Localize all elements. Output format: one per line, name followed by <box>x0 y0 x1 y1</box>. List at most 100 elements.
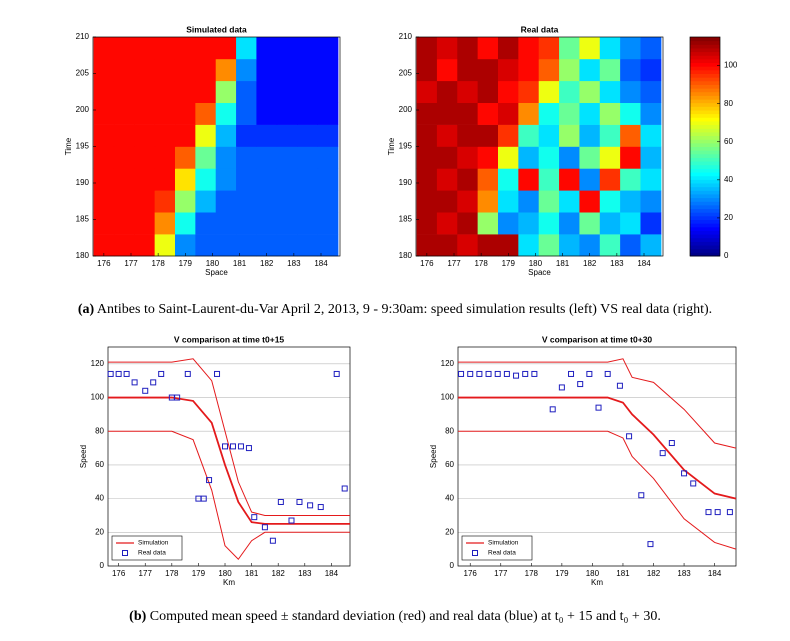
y-tick-label: 195 <box>399 142 413 151</box>
y-axis-label: Time <box>64 137 73 155</box>
heat-cell <box>579 146 601 169</box>
heat-cell <box>416 234 438 257</box>
caption-label: (a) <box>78 302 95 317</box>
colorbar-slice <box>690 183 720 188</box>
heat-cell <box>518 124 540 147</box>
data-point <box>485 370 492 377</box>
heat-cell <box>256 80 278 103</box>
heat-cell <box>416 102 438 125</box>
data-point <box>494 370 501 377</box>
y-tick-label: 20 <box>445 527 454 536</box>
heat-cell <box>620 168 642 191</box>
heat-cell <box>195 146 217 169</box>
y-tick-label: 195 <box>76 142 90 151</box>
heat-cell <box>297 37 319 60</box>
heat-cell <box>113 102 135 125</box>
heat-cell <box>236 124 257 147</box>
plot-frame <box>107 346 351 567</box>
heat-cell <box>579 102 601 125</box>
heat-cell <box>559 102 580 125</box>
plot-frame <box>457 346 737 567</box>
heat-cell <box>154 168 176 191</box>
data-point <box>568 370 575 377</box>
heat-cell <box>276 124 298 147</box>
y-tick-label: 205 <box>76 69 90 78</box>
heat-cell <box>134 168 156 191</box>
heat-cell <box>174 190 196 213</box>
heat-cell <box>134 124 156 147</box>
y-tick-label: 100 <box>441 393 455 402</box>
heat-cell <box>236 102 257 125</box>
colorbar-slice <box>690 248 720 253</box>
heat-cell <box>317 102 339 125</box>
heat-cell <box>317 234 339 257</box>
heat-cell <box>154 190 176 213</box>
heat-cell <box>215 80 237 103</box>
heat-cell <box>518 212 540 235</box>
heat-cell <box>297 168 319 191</box>
heat-cell <box>477 37 499 60</box>
colorbar-slice <box>690 40 720 45</box>
y-tick-label: 200 <box>399 105 413 114</box>
data-point <box>174 394 181 401</box>
heat-cell <box>276 146 298 169</box>
data-point <box>261 524 268 531</box>
heat-cell <box>497 190 519 213</box>
heat-cell <box>436 168 458 191</box>
colorbar-slice <box>690 215 720 220</box>
heat-cell <box>497 146 519 169</box>
colorbar-slice <box>690 62 720 67</box>
y-tick-label: 185 <box>76 215 90 224</box>
heat-cell <box>256 212 278 235</box>
line-values <box>458 396 737 500</box>
y-tick-label: 40 <box>445 494 454 503</box>
heat-cell <box>579 58 601 82</box>
line-lower <box>458 430 737 550</box>
heat-cell <box>457 58 479 82</box>
x-tick-label: 181 <box>616 569 630 578</box>
x-tick-label: 182 <box>583 259 597 268</box>
x-tick-label: 183 <box>287 259 301 268</box>
heat-cell <box>640 234 662 257</box>
heat-cell <box>154 80 176 103</box>
heat-cell <box>134 102 156 125</box>
line-values <box>108 396 350 525</box>
heat-cell <box>93 37 115 60</box>
x-tick-label: 183 <box>677 569 691 578</box>
colorbar-slice <box>690 113 720 118</box>
heat-cell <box>174 168 196 191</box>
heat-cell <box>497 58 519 82</box>
x-axis-label: Km <box>223 578 235 587</box>
x-tick-label: 177 <box>447 259 461 268</box>
x-tick-label: 180 <box>529 259 543 268</box>
y-tick-label: 40 <box>95 494 104 503</box>
heat-cell <box>276 190 298 213</box>
data-point <box>341 485 348 492</box>
heat-cell <box>497 124 519 147</box>
heat-cell <box>215 124 237 147</box>
x-tick-label: 177 <box>139 569 153 578</box>
heat-cell <box>215 102 237 125</box>
heat-cell <box>559 168 580 191</box>
heat-cell <box>297 146 319 169</box>
x-axis-label: Space <box>528 268 551 277</box>
heat-cell <box>174 80 196 103</box>
data-point <box>705 509 712 516</box>
legend-marker <box>472 550 478 556</box>
x-tick-label: 177 <box>124 259 138 268</box>
heat-cell <box>134 212 156 235</box>
colorbar-slice <box>690 58 720 64</box>
heat-cell <box>538 37 560 60</box>
heat-cell <box>256 58 278 82</box>
x-tick-label: 179 <box>192 569 206 578</box>
heat-cell <box>113 190 135 213</box>
x-tick-label: 179 <box>179 259 193 268</box>
colorbar-slice <box>690 73 720 78</box>
heat-cell <box>518 146 540 169</box>
heat-cell <box>599 146 621 169</box>
heat-cell <box>436 58 458 82</box>
heat-cell <box>497 37 519 60</box>
heat-cell <box>436 212 458 235</box>
heat-cell <box>497 168 519 191</box>
